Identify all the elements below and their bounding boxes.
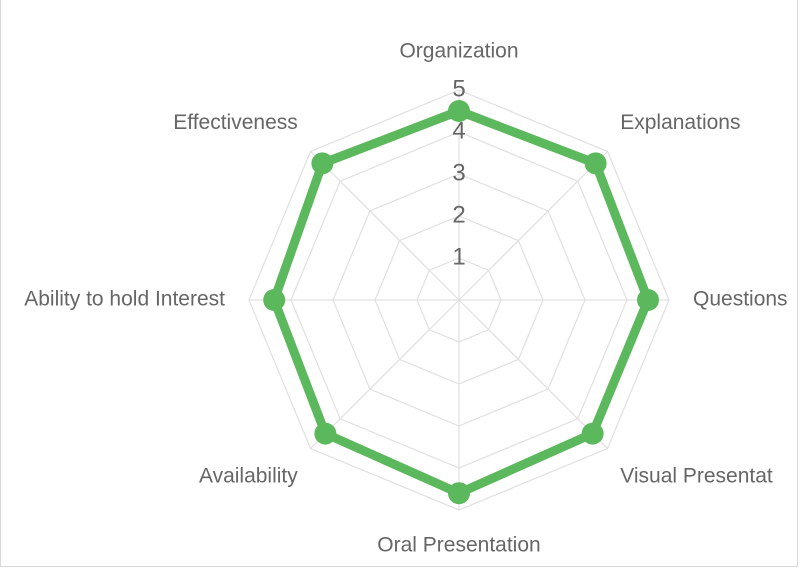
data-point-visual-presentat (581, 422, 604, 445)
data-point-ability-to-hold-interest (263, 289, 286, 311)
tick-label-1: 1 (452, 243, 465, 270)
data-point-availability (314, 422, 337, 445)
grid-spoke-4 (458, 299, 608, 449)
tick-label-2: 2 (452, 201, 465, 228)
data-point-effectiveness (311, 152, 334, 175)
grid-spoke-8 (310, 151, 460, 301)
category-label-visual-presentat: Visual Presentat (620, 464, 773, 487)
grid-spoke-2 (458, 151, 608, 301)
radial-tick-labels: 1 2 3 4 5 (452, 75, 465, 270)
category-label-effectiveness: Effectiveness (173, 111, 298, 134)
data-point-organization (448, 100, 470, 122)
radar-grid (248, 89, 670, 511)
radar-series (263, 100, 659, 505)
category-label-explanations: Explanations (620, 111, 740, 134)
category-label-organization: Organization (399, 40, 518, 63)
grid-spoke-6 (310, 299, 460, 449)
category-label-availability: Availability (199, 464, 298, 487)
category-label-questions: Questions (693, 288, 788, 311)
category-labels: Organization Explanations Questions Visual … (24, 40, 787, 557)
tick-label-3: 3 (452, 159, 465, 186)
tick-label-4: 4 (452, 117, 465, 144)
data-point-questions (637, 289, 659, 311)
tick-label-5: 5 (452, 75, 465, 102)
data-point-explanations (584, 152, 607, 175)
category-label-oral-presentation: Oral Presentation (377, 534, 540, 557)
data-point-oral-presentation (448, 482, 470, 505)
category-label-ability-to-hold-interest: Ability to hold Interest (24, 288, 225, 311)
